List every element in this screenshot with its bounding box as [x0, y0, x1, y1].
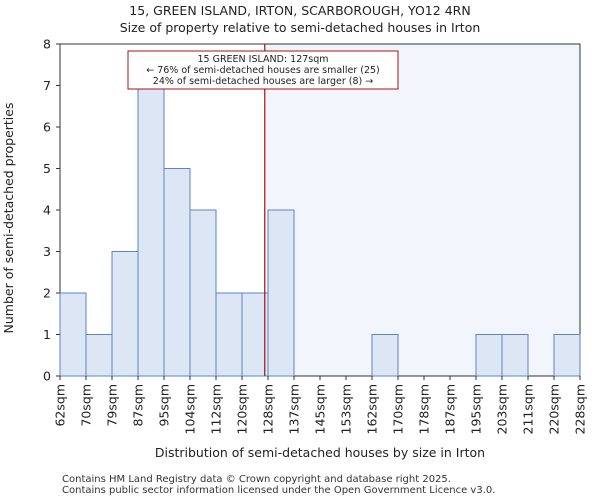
x-tick-label: 95sqm [157, 384, 172, 427]
histogram-bar [267, 209, 295, 377]
annotation-line-2: ← 76% of semi-detached houses are smalle… [146, 65, 380, 76]
x-tick-label: 211sqm [521, 384, 536, 434]
histogram-bar [59, 292, 87, 377]
x-tick-label: 62sqm [53, 384, 68, 427]
x-tick-label: 153sqm [339, 384, 354, 434]
y-tick-label: 3 [43, 244, 51, 259]
x-tick-label: 162sqm [365, 384, 380, 434]
histogram-bar [111, 251, 139, 377]
histogram-bar [501, 334, 529, 377]
x-tick-label: 170sqm [391, 384, 406, 434]
histogram-bar [85, 334, 113, 377]
histogram-bar [371, 334, 399, 377]
histogram-bar [553, 334, 581, 377]
y-tick-label: 7 [43, 78, 51, 93]
x-tick-label: 79sqm [105, 384, 120, 427]
y-tick-label: 0 [43, 369, 51, 384]
histogram-bar [189, 209, 217, 377]
y-tick-label: 5 [43, 161, 51, 176]
larger-region-shade [264, 44, 580, 376]
x-tick-label: 120sqm [235, 384, 250, 434]
y-tick-label: 6 [43, 120, 51, 135]
histogram-bar [475, 334, 503, 377]
footer-line-1: Contains HM Land Registry data © Crown c… [62, 474, 451, 485]
histogram-bar [163, 168, 191, 377]
y-tick-label: 1 [43, 327, 51, 342]
y-axis-label: Number of semi-detached properties [1, 103, 16, 334]
x-tick-label: 104sqm [183, 384, 198, 434]
histogram-bar [241, 292, 269, 377]
x-tick-label: 178sqm [417, 384, 432, 434]
chart-title: 15, GREEN ISLAND, IRTON, SCARBOROUGH, YO… [129, 3, 470, 18]
histogram-bar [215, 292, 243, 377]
x-tick-label: 70sqm [79, 384, 94, 427]
footer-line-2: Contains public sector information licen… [62, 485, 495, 496]
x-tick-label: 203sqm [495, 384, 510, 434]
y-tick-label: 2 [43, 286, 51, 301]
x-tick-label: 195sqm [469, 384, 484, 434]
chart-subtitle: Size of property relative to semi-detach… [120, 20, 481, 35]
y-tick-label: 8 [43, 37, 51, 52]
x-tick-label: 145sqm [313, 384, 328, 434]
annotation-line-1: 15 GREEN ISLAND: 127sqm [197, 54, 328, 65]
plot-area: 0 1 2 3 4 5 6 7 8 62sqm 70sqm 79sqm 87sqm 95sqm 104sqm… [43, 37, 587, 435]
histogram-bar [137, 85, 165, 377]
x-tick-label: 137sqm [287, 384, 302, 434]
annotation-line-3: 24% of semi-detached houses are larger (… [153, 76, 373, 87]
y-tick-label: 4 [43, 203, 51, 218]
x-tick-label: 187sqm [443, 384, 458, 434]
x-tick-label: 87sqm [131, 384, 146, 427]
x-tick-label: 228sqm [573, 384, 588, 434]
x-tick-label: 112sqm [209, 384, 224, 434]
x-tick-label: 128sqm [261, 384, 276, 434]
x-tick-label: 220sqm [547, 384, 562, 434]
x-axis-label: Distribution of semi-detached houses by … [155, 445, 485, 460]
annotation-box [127, 50, 399, 90]
